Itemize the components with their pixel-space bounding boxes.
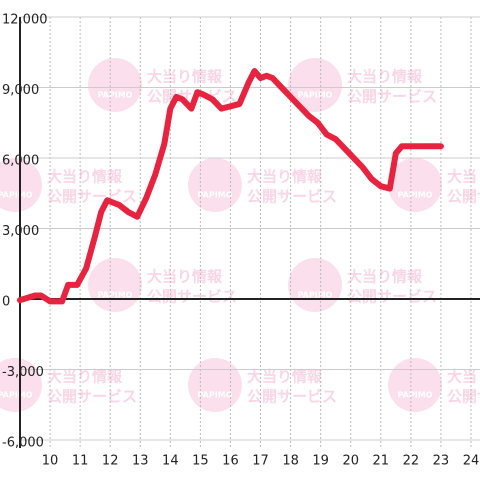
x-tick-label: 23 — [433, 454, 450, 469]
x-tick-label: 16 — [222, 454, 239, 469]
watermark-circle — [188, 358, 242, 412]
watermark-text: 大当り情報 — [147, 268, 223, 286]
watermark-circle — [188, 158, 242, 212]
y-tick-label: 0 — [2, 295, 10, 310]
watermark-logo: PAPIMO — [298, 291, 333, 300]
watermark-text: 大当り情報 — [347, 268, 423, 286]
watermark-text: 大当り情報 — [47, 368, 123, 386]
data-line — [17, 68, 444, 305]
x-tick-label: 18 — [282, 454, 299, 469]
y-tick-label: 12,000 — [2, 13, 48, 28]
watermark-logo: PAPIMO — [198, 391, 233, 400]
x-tick-label: 21 — [373, 454, 390, 469]
x-tick-label: 11 — [72, 454, 89, 469]
watermark-logo: PAPIMO — [0, 191, 33, 200]
watermark-text: 大当り情報 — [247, 368, 323, 386]
watermark-logo: PAPIMO — [198, 191, 233, 200]
watermark-circle — [288, 58, 342, 112]
x-tick-label: 22 — [403, 454, 420, 469]
watermark-text: 公開サービス — [47, 388, 137, 406]
x-tick-label: 12 — [102, 454, 119, 469]
x-tick-label: 20 — [342, 454, 359, 469]
watermark-text: 大当り情報 — [347, 68, 423, 86]
watermark-circle — [388, 158, 442, 212]
x-tick-label: 14 — [162, 454, 179, 469]
x-tick-label: 10 — [42, 454, 59, 469]
x-tick-label: 17 — [252, 454, 269, 469]
watermark-logo: PAPIMO — [398, 191, 433, 200]
x-tick-label: 24 — [463, 454, 480, 469]
watermark-logo: PAPIMO — [0, 391, 33, 400]
x-tick-label: 19 — [312, 454, 329, 469]
y-tick-label: -3,000 — [2, 365, 44, 380]
y-tick-label: -6,000 — [2, 436, 44, 451]
watermark-circle — [88, 58, 142, 112]
watermark-circle — [88, 258, 142, 312]
watermark-text: 公開サービス — [147, 288, 237, 306]
watermark-text: 大当り情報 — [47, 168, 123, 186]
watermark-text: 公開サービス — [247, 188, 337, 206]
watermark-text: 公開サービス — [447, 188, 480, 206]
watermark-circle — [388, 358, 442, 412]
watermark-logo: PAPIMO — [298, 91, 333, 100]
watermark-text: 公開サービス — [447, 388, 480, 406]
watermark-text: 公開サービス — [347, 88, 437, 106]
watermark-circle — [288, 258, 342, 312]
watermark-text: 大当り情報 — [147, 68, 223, 86]
watermark-text: 公開サービス — [347, 288, 437, 306]
x-tick-label: 15 — [192, 454, 209, 469]
watermark-text: 大当り情報 — [247, 168, 323, 186]
watermark-text: 公開サービス — [47, 188, 137, 206]
watermark-logo: PAPIMO — [398, 391, 433, 400]
watermark-logo: PAPIMO — [98, 291, 133, 300]
watermark-text: 大当り情報 — [447, 368, 480, 386]
watermark-text: 大当り情報 — [447, 168, 480, 186]
watermark-text: 公開サービス — [247, 388, 337, 406]
x-tick-label: 13 — [132, 454, 149, 469]
watermark-logo: PAPIMO — [98, 91, 133, 100]
